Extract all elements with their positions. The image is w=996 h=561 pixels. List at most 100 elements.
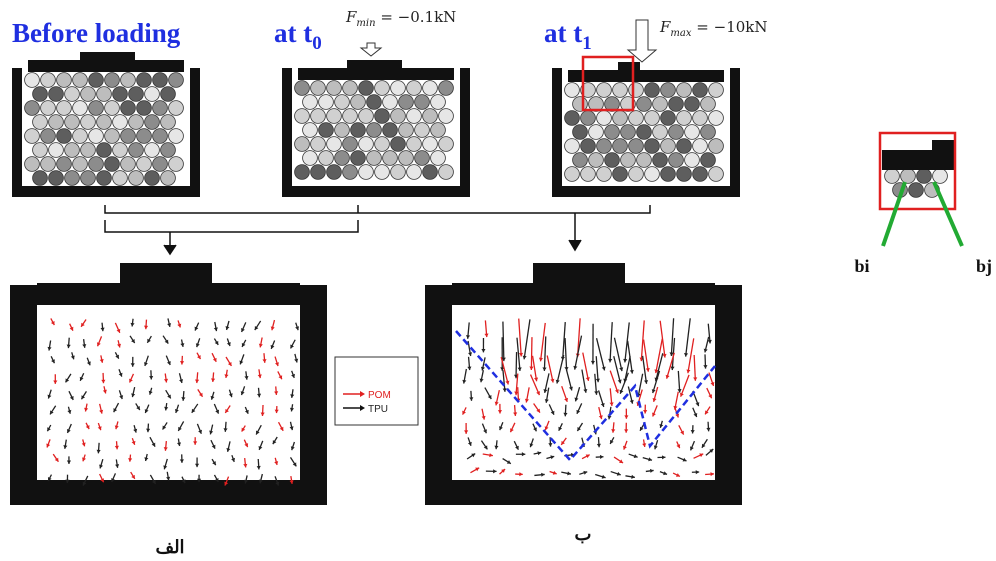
vector-head <box>624 429 628 432</box>
particle <box>629 167 644 182</box>
particle <box>629 83 644 98</box>
particle <box>423 137 438 152</box>
lid-bump <box>347 60 402 69</box>
particle <box>375 81 390 96</box>
vector <box>694 355 695 381</box>
inset-label: bi <box>854 256 869 276</box>
particle <box>383 151 398 166</box>
particle <box>423 165 438 180</box>
vector-head <box>542 367 546 371</box>
particle <box>97 87 112 102</box>
particle <box>57 157 72 172</box>
panel-label: الف <box>155 537 184 557</box>
lid <box>28 60 184 72</box>
particle <box>25 73 40 88</box>
particle <box>605 153 620 168</box>
particle <box>153 129 168 144</box>
particle <box>597 167 612 182</box>
vector-head <box>618 380 622 384</box>
vector-head <box>522 452 525 456</box>
particle <box>25 129 40 144</box>
figure: Before loading at t0 at t1 Fmin = −0.1kN… <box>0 0 996 561</box>
particle <box>709 139 724 154</box>
particle <box>137 73 152 88</box>
particle <box>391 165 406 180</box>
particle <box>621 125 636 140</box>
particle <box>629 111 644 126</box>
vector-head <box>484 333 488 337</box>
legend-label: TPU <box>368 404 388 415</box>
particle <box>311 165 326 180</box>
vector-head <box>115 446 119 450</box>
force-arrow <box>628 20 656 62</box>
particle <box>41 101 56 116</box>
particle <box>685 125 700 140</box>
particle <box>653 153 668 168</box>
vector-head <box>193 441 197 444</box>
particle <box>407 109 422 124</box>
particle <box>399 151 414 166</box>
vector-head <box>67 461 71 464</box>
particle <box>701 125 716 140</box>
particle <box>581 111 596 126</box>
particle <box>335 123 350 138</box>
particle <box>701 97 716 112</box>
particle <box>343 81 358 96</box>
lid <box>882 150 954 170</box>
particle <box>565 139 580 154</box>
particle <box>423 109 438 124</box>
particle <box>33 87 48 102</box>
particle <box>311 137 326 152</box>
lid <box>298 68 454 80</box>
particle <box>677 167 692 182</box>
particle <box>693 167 708 182</box>
vector-head <box>600 455 604 459</box>
vector-head <box>630 400 634 404</box>
vector-head <box>211 378 215 382</box>
particle <box>661 167 676 182</box>
connectors <box>105 205 650 254</box>
stage-title: at t1 <box>544 18 592 54</box>
vector-head <box>101 380 105 384</box>
particle <box>613 167 628 182</box>
particle <box>351 123 366 138</box>
particle <box>677 83 692 98</box>
lid <box>568 70 724 82</box>
particle <box>359 81 374 96</box>
inset-label: bj <box>976 256 992 276</box>
particle <box>145 87 160 102</box>
particle <box>97 115 112 130</box>
particle <box>335 95 350 110</box>
particle <box>375 165 390 180</box>
particle <box>933 169 948 184</box>
particle <box>169 73 184 88</box>
vector-head <box>594 391 598 395</box>
vector-head <box>274 461 278 465</box>
particle <box>439 137 454 152</box>
particle <box>885 169 900 184</box>
particle <box>343 165 358 180</box>
particle <box>113 171 128 186</box>
particle <box>129 171 144 186</box>
vector-head <box>469 397 473 401</box>
particle <box>49 143 64 158</box>
vector <box>517 338 520 371</box>
vector-head <box>513 412 517 416</box>
particle <box>375 109 390 124</box>
particle <box>327 137 342 152</box>
particle <box>81 87 96 102</box>
vector-head <box>684 353 688 357</box>
vector-head <box>519 472 523 476</box>
vector <box>597 338 605 370</box>
particle <box>909 183 924 198</box>
particle <box>637 125 652 140</box>
vector-head <box>706 428 710 432</box>
particle <box>57 73 72 88</box>
particle <box>597 111 612 126</box>
particle <box>383 123 398 138</box>
particle <box>367 151 382 166</box>
vector <box>557 355 564 384</box>
particle <box>303 95 318 110</box>
vector-head <box>164 447 168 451</box>
vector-head <box>563 413 567 417</box>
